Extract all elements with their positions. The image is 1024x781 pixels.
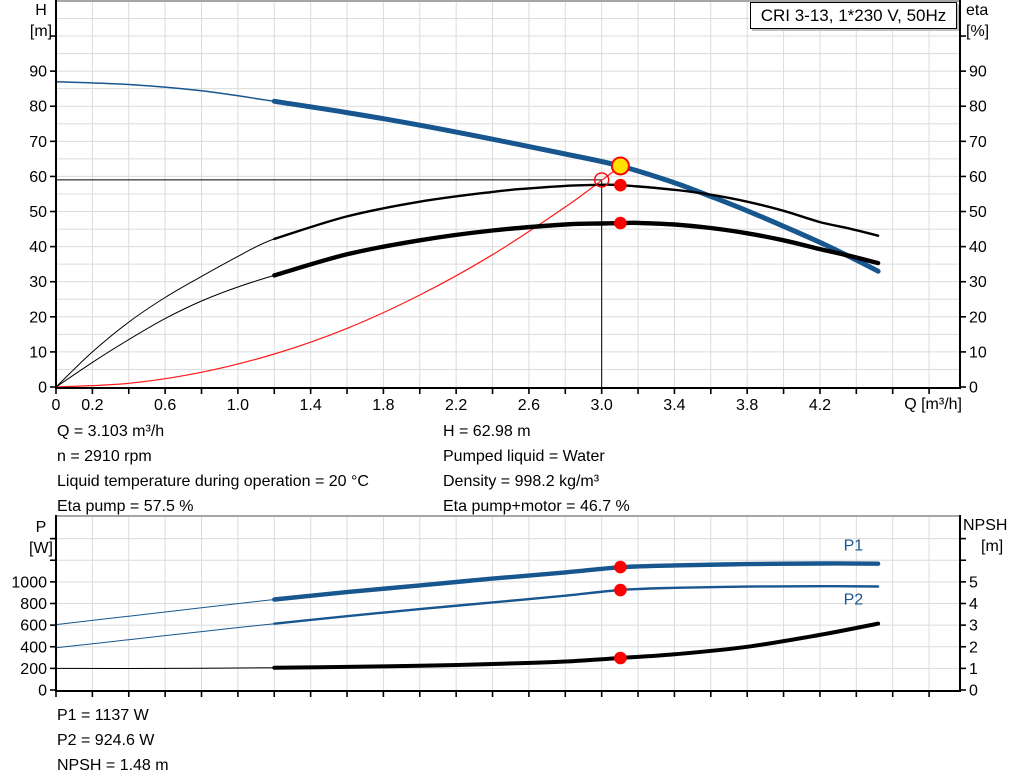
q-axis-title: Q [m³/h] <box>904 396 962 413</box>
svg-text:400: 400 <box>20 639 47 656</box>
svg-text:1: 1 <box>969 661 978 678</box>
info-line-eta-tot: Eta pump+motor = 46.7 % <box>443 498 630 515</box>
info-line-npsh: NPSH = 1.48 m <box>57 757 169 774</box>
svg-text:2: 2 <box>969 639 978 656</box>
series-label-P2: P2 <box>844 592 864 609</box>
svg-text:2.6: 2.6 <box>518 397 540 414</box>
series-label-P1: P1 <box>844 538 864 555</box>
eta-axis-unit: [%] <box>966 23 990 40</box>
marker-p1-duty-point <box>614 560 627 574</box>
svg-text:0: 0 <box>38 683 47 700</box>
svg-text:200: 200 <box>20 661 47 678</box>
svg-text:90: 90 <box>969 64 987 81</box>
eta-axis-title: eta <box>966 2 989 19</box>
svg-text:90: 90 <box>29 64 47 81</box>
ticks-qh-eta-chart <box>50 35 966 394</box>
svg-text:80: 80 <box>29 99 47 116</box>
svg-text:1.8: 1.8 <box>372 397 394 414</box>
info-line-n: n = 2910 rpm <box>57 448 152 465</box>
marker-duty-point-requested <box>593 172 610 188</box>
svg-text:3.0: 3.0 <box>591 397 613 414</box>
svg-text:4.2: 4.2 <box>809 397 831 414</box>
p-axis-title: P <box>35 519 47 536</box>
chart-top-border <box>55 0 961 2</box>
svg-text:70: 70 <box>29 134 47 151</box>
h-axis-title: H <box>35 2 47 19</box>
svg-text:20: 20 <box>969 309 987 326</box>
svg-text:0: 0 <box>38 380 47 397</box>
operating-point-info-left: Q = 3.103 m³/h n = 2910 rpm Liquid tempe… <box>57 419 369 519</box>
svg-text:10: 10 <box>969 344 987 361</box>
svg-text:3.4: 3.4 <box>663 397 685 414</box>
tick-labels-power-npsh-chart: 0 200 400 600 800 1000 0 1 2 3 4 5 <box>11 574 978 699</box>
svg-text:60: 60 <box>29 169 47 186</box>
series-power-P2: P2 <box>55 584 880 649</box>
svg-text:1.4: 1.4 <box>300 397 322 414</box>
svg-text:0: 0 <box>52 397 61 414</box>
svg-text:30: 30 <box>29 274 47 291</box>
npsh-axis-unit: [m] <box>981 538 1004 555</box>
series-pump-curve-QH <box>55 80 881 274</box>
svg-text:2.2: 2.2 <box>445 397 467 414</box>
operating-point-info-right: H = 62.98 m Pumped liquid = Water Densit… <box>443 419 630 519</box>
info-line-density: Density = 998.2 kg/m³ <box>443 473 600 490</box>
svg-text:1000: 1000 <box>11 574 47 591</box>
svg-text:70: 70 <box>969 134 987 151</box>
h-axis-unit: [m] <box>29 23 53 40</box>
svg-text:4: 4 <box>969 596 978 613</box>
svg-text:20: 20 <box>29 309 47 326</box>
info-line-p1: P1 = 1137 W <box>57 707 149 724</box>
marker-p2-duty-point <box>614 583 627 597</box>
svg-text:5: 5 <box>969 574 978 591</box>
marker-eta-pump-motor-duty-point <box>614 216 627 230</box>
marker-eta-pump-duty-point <box>614 178 627 192</box>
ticks-power-npsh-chart <box>50 537 966 697</box>
npsh-axis-title: NPSH <box>963 517 1008 534</box>
marker-duty-point-actual <box>610 156 630 176</box>
chart-top-border <box>55 515 961 517</box>
svg-text:1.0: 1.0 <box>227 397 249 414</box>
marker-npsh-duty-point <box>614 651 627 665</box>
duty-crosshair <box>56 179 603 387</box>
svg-text:0: 0 <box>969 380 978 397</box>
svg-text:0: 0 <box>969 683 978 700</box>
svg-text:40: 40 <box>969 239 987 256</box>
info-line-temp: Liquid temperature during operation = 20… <box>57 473 369 490</box>
info-line-eta: Eta pump = 57.5 % <box>57 498 194 515</box>
svg-text:80: 80 <box>969 99 987 116</box>
info-line-liquid: Pumped liquid = Water <box>443 448 605 465</box>
chart-title-box: CRI 3-13, 1*230 V, 50Hz <box>750 2 957 29</box>
power-info: P1 = 1137 W P2 = 924.6 W NPSH = 1.48 m <box>57 703 169 778</box>
svg-text:50: 50 <box>29 204 47 221</box>
series-power-P1: P1 <box>55 538 881 626</box>
svg-text:800: 800 <box>20 596 47 613</box>
svg-text:0.2: 0.2 <box>81 397 103 414</box>
grid-qh-eta-chart <box>56 2 960 387</box>
svg-text:0.6: 0.6 <box>154 397 176 414</box>
series-eta-pump-motor <box>55 220 881 388</box>
info-line-p2: P2 = 924.6 W <box>57 732 155 749</box>
svg-text:60: 60 <box>969 169 987 186</box>
p-axis-unit: [W] <box>29 540 53 557</box>
svg-text:50: 50 <box>969 204 987 221</box>
svg-text:600: 600 <box>20 618 47 635</box>
axes-qh-eta-chart <box>55 0 961 389</box>
tick-labels-qh-eta-chart: 0 10 20 30 40 50 60 70 80 90 0 10 20 30 40 50 60 70 80 90 0 0… <box>29 64 987 414</box>
svg-text:10: 10 <box>29 344 47 361</box>
svg-text:40: 40 <box>29 239 47 256</box>
svg-text:3.8: 3.8 <box>736 397 758 414</box>
svg-text:3: 3 <box>969 618 978 635</box>
info-line-h: H = 62.98 m <box>443 423 531 440</box>
svg-text:30: 30 <box>969 274 987 291</box>
info-line-q: Q = 3.103 m³/h <box>57 423 165 440</box>
series-npsh-curve <box>55 621 881 670</box>
series-system-curve <box>55 165 621 388</box>
